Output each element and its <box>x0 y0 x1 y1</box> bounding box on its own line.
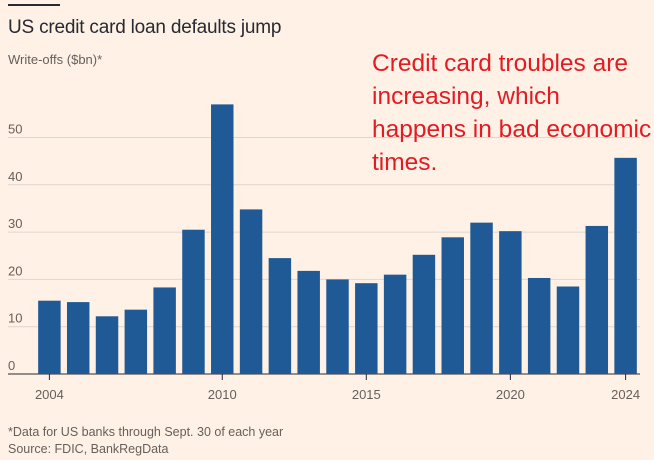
bar-2009 <box>182 229 205 374</box>
annotation-text: Credit card troubles are increasing, whi… <box>372 50 652 176</box>
y-axis-label: Write-offs ($bn)* <box>8 52 103 67</box>
bar-2020 <box>499 231 522 374</box>
bars <box>38 104 637 374</box>
bar-2006 <box>95 316 119 374</box>
bar-2014 <box>326 279 349 374</box>
bar-2017 <box>412 254 436 374</box>
bar-2012 <box>268 258 292 374</box>
y-tick-label: 40 <box>8 169 22 184</box>
x-tick-label: 2010 <box>208 387 237 402</box>
y-tick-label: 10 <box>8 311 22 326</box>
bar-2022 <box>556 286 580 374</box>
bar-2018 <box>441 237 464 374</box>
source-note: Source: FDIC, BankRegData <box>8 442 169 456</box>
y-tick-label: 0 <box>8 358 15 373</box>
bar-2004 <box>38 300 61 374</box>
y-tick-label: 50 <box>8 122 22 137</box>
bar-2010 <box>211 104 234 374</box>
y-tick-label: 20 <box>8 263 22 278</box>
y-tick-label: 30 <box>8 216 22 231</box>
bar-2019 <box>470 222 493 374</box>
bar-2007 <box>124 309 148 374</box>
bar-2013 <box>297 270 320 374</box>
bar-2023 <box>585 225 609 374</box>
bar-2016 <box>383 274 407 374</box>
footnote: *Data for US banks through Sept. 30 of e… <box>8 425 284 439</box>
x-tick-label: 2024 <box>611 387 640 402</box>
bar-2005 <box>66 302 90 374</box>
x-tick-labels: 2004 2010 2015 2020 2024 <box>35 374 640 402</box>
y-tick-labels: 0 10 20 30 40 50 <box>8 122 22 374</box>
bar-2015 <box>355 283 378 374</box>
x-tick-label: 2004 <box>35 387 64 402</box>
x-tick-label: 2015 <box>352 387 381 402</box>
bar-2011 <box>239 209 263 374</box>
x-tick-label: 2020 <box>496 387 525 402</box>
chart-title: US credit card loan defaults jump <box>8 17 282 38</box>
bar-2008 <box>153 287 176 374</box>
title-accent-line <box>8 4 60 6</box>
bar-2021 <box>527 277 551 374</box>
bar-2024 <box>614 157 637 374</box>
